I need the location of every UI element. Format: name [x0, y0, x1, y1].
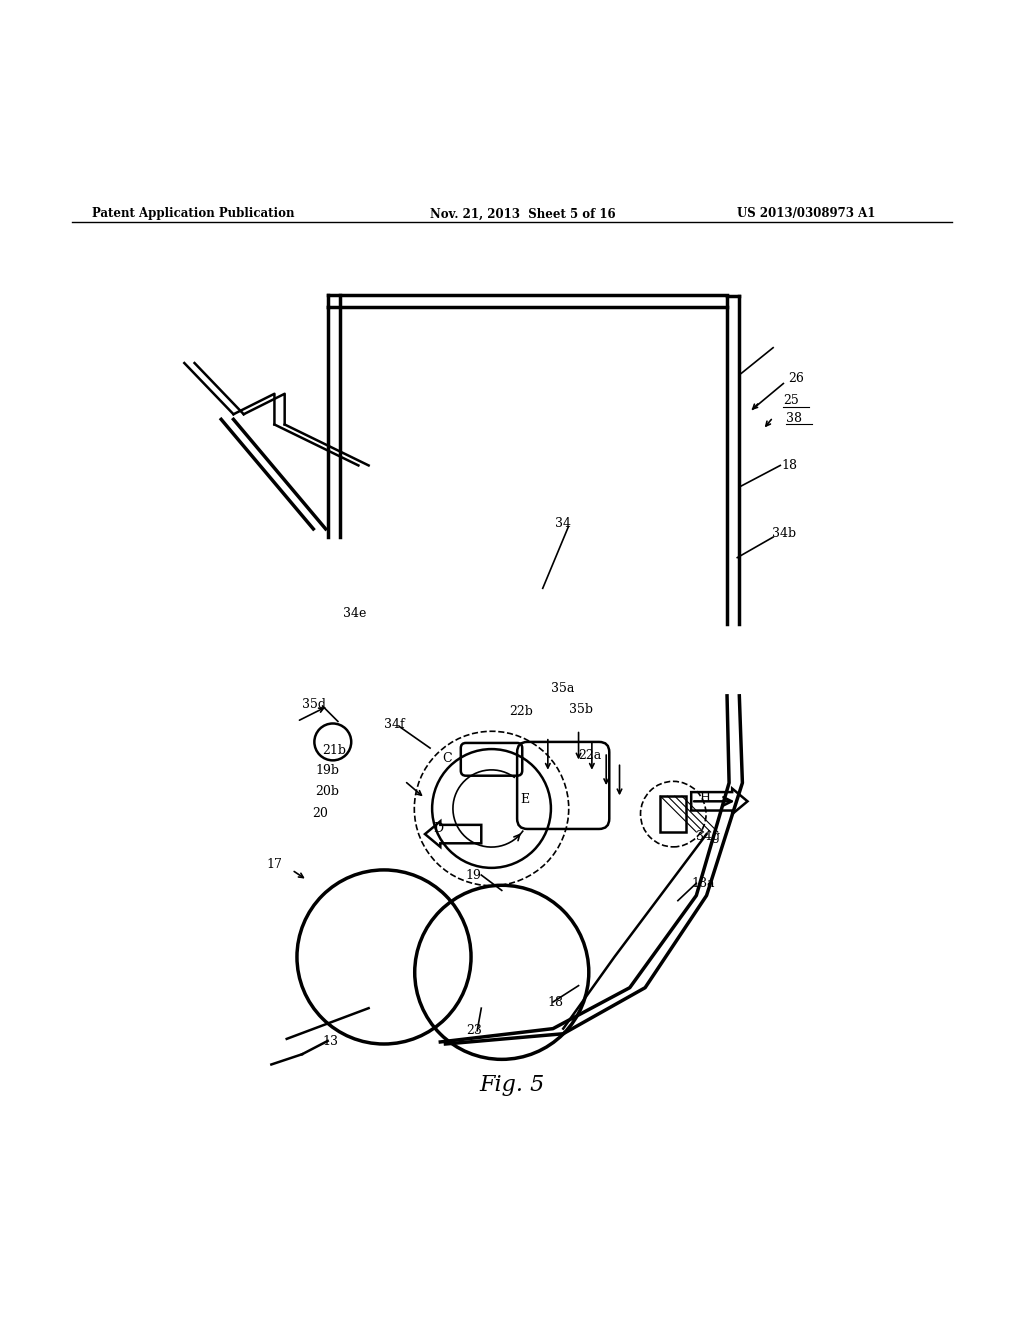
Text: H: H: [699, 792, 711, 805]
Text: 26: 26: [788, 372, 805, 385]
Text: 23: 23: [466, 1024, 482, 1038]
Bar: [660, 796, 686, 832]
Text: 22a: 22a: [579, 748, 602, 762]
Text: 34f: 34f: [384, 718, 404, 731]
Text: 34e: 34e: [343, 607, 367, 620]
Text: 21b: 21b: [323, 743, 346, 756]
Text: 34: 34: [555, 517, 571, 531]
Text: 34g: 34g: [696, 830, 721, 842]
Text: 38: 38: [786, 412, 803, 425]
Text: C: C: [442, 752, 452, 764]
Text: 35d: 35d: [302, 697, 326, 710]
Text: 35b: 35b: [569, 702, 593, 715]
Text: 18: 18: [548, 995, 564, 1008]
Text: 34b: 34b: [772, 527, 797, 540]
Text: Fig. 5: Fig. 5: [479, 1074, 545, 1096]
Text: 18: 18: [781, 459, 798, 473]
Text: 17: 17: [266, 858, 283, 871]
Text: 20b: 20b: [315, 784, 339, 797]
Text: 20: 20: [312, 807, 329, 820]
Text: 13: 13: [323, 1035, 339, 1048]
Text: 22b: 22b: [509, 705, 532, 718]
Text: US 2013/0308973 A1: US 2013/0308973 A1: [737, 207, 876, 220]
Text: 19: 19: [466, 869, 482, 882]
Text: Patent Application Publication: Patent Application Publication: [92, 207, 295, 220]
Text: D: D: [433, 822, 443, 836]
Text: Nov. 21, 2013  Sheet 5 of 16: Nov. 21, 2013 Sheet 5 of 16: [430, 207, 615, 220]
Text: 25: 25: [783, 395, 799, 408]
Text: E: E: [520, 793, 529, 805]
Text: 18a: 18a: [691, 876, 715, 890]
Text: 19b: 19b: [315, 764, 339, 777]
Text: 35a: 35a: [551, 682, 574, 696]
